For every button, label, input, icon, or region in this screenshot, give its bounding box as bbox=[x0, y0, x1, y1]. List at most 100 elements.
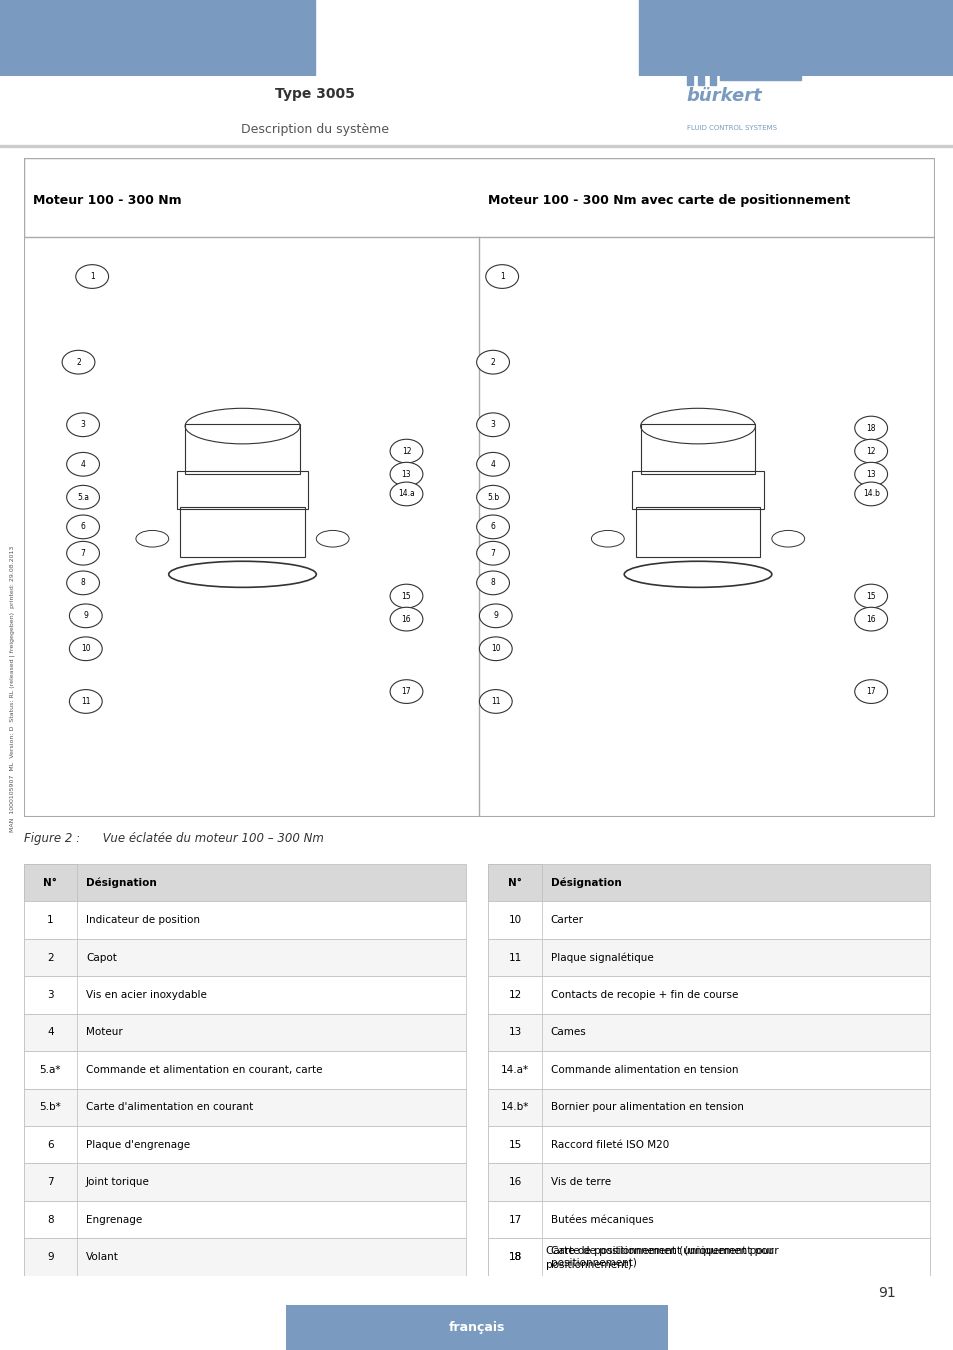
Text: Vis de terre: Vis de terre bbox=[550, 1177, 610, 1187]
Text: Butées mécaniques: Butées mécaniques bbox=[550, 1215, 653, 1224]
Bar bbox=[488, 1164, 929, 1202]
Text: 3: 3 bbox=[47, 990, 53, 1000]
Circle shape bbox=[67, 486, 99, 509]
Text: 17: 17 bbox=[865, 687, 875, 697]
Bar bbox=[24, 938, 77, 976]
Text: 18: 18 bbox=[865, 424, 875, 432]
Bar bbox=[488, 902, 929, 938]
Text: 4: 4 bbox=[47, 1027, 53, 1037]
Text: Moteur 100 - 300 Nm: Moteur 100 - 300 Nm bbox=[33, 194, 181, 208]
Circle shape bbox=[476, 413, 509, 436]
Bar bbox=[488, 1014, 929, 1052]
Circle shape bbox=[476, 486, 509, 509]
Circle shape bbox=[476, 571, 509, 595]
Bar bbox=[488, 1014, 541, 1052]
Circle shape bbox=[67, 452, 99, 477]
Bar bbox=[24, 1126, 77, 1164]
Bar bbox=[686, 74, 692, 85]
Bar bbox=[488, 976, 929, 1014]
Bar bbox=[488, 1164, 541, 1202]
Text: 8: 8 bbox=[47, 1215, 53, 1224]
Text: 7: 7 bbox=[47, 1177, 53, 1187]
Circle shape bbox=[476, 541, 509, 566]
Bar bbox=[24, 864, 77, 902]
Bar bbox=[488, 1088, 929, 1126]
Text: Désignation: Désignation bbox=[86, 878, 156, 888]
Text: 11: 11 bbox=[508, 953, 521, 963]
Text: 12: 12 bbox=[401, 447, 411, 455]
Text: 18: 18 bbox=[508, 1251, 521, 1262]
Text: 4: 4 bbox=[490, 460, 495, 468]
Text: Carte d'alimentation en courant: Carte d'alimentation en courant bbox=[86, 1103, 253, 1112]
Bar bbox=[632, 471, 762, 509]
Text: Carte de positionnement (uniquement pour: Carte de positionnement (uniquement pour bbox=[545, 1246, 773, 1257]
Bar bbox=[24, 976, 77, 1014]
Text: Désignation: Désignation bbox=[550, 878, 620, 888]
Text: 5.b*: 5.b* bbox=[39, 1103, 61, 1112]
Bar bbox=[180, 506, 305, 556]
Text: N°: N° bbox=[44, 878, 57, 888]
Bar bbox=[488, 902, 541, 938]
Text: 14.b: 14.b bbox=[862, 490, 879, 498]
Text: bürkert: bürkert bbox=[686, 88, 761, 105]
Bar bbox=[24, 1238, 465, 1276]
Circle shape bbox=[479, 637, 512, 660]
Text: 8: 8 bbox=[490, 578, 495, 587]
Text: 16: 16 bbox=[401, 614, 411, 624]
Text: Joint torique: Joint torique bbox=[86, 1177, 150, 1187]
Text: 16: 16 bbox=[508, 1177, 521, 1187]
Bar bbox=[24, 1052, 465, 1088]
Text: 4: 4 bbox=[81, 460, 86, 468]
Bar bbox=[488, 1052, 929, 1088]
Circle shape bbox=[390, 482, 422, 506]
Text: 6: 6 bbox=[47, 1139, 53, 1150]
Circle shape bbox=[854, 482, 886, 506]
Text: Engrenage: Engrenage bbox=[86, 1215, 142, 1224]
Circle shape bbox=[70, 603, 102, 628]
Bar bbox=[24, 1202, 465, 1238]
Circle shape bbox=[485, 265, 518, 289]
Circle shape bbox=[854, 416, 886, 440]
Text: Figure 2 :      Vue éclatée du moteur 100 – 300 Nm: Figure 2 : Vue éclatée du moteur 100 – 3… bbox=[24, 832, 323, 845]
Bar bbox=[24, 1202, 77, 1238]
Bar bbox=[709, 74, 715, 85]
Text: Indicateur de position: Indicateur de position bbox=[86, 915, 200, 925]
Text: FLUID CONTROL SYSTEMS: FLUID CONTROL SYSTEMS bbox=[686, 126, 776, 131]
Circle shape bbox=[854, 608, 886, 630]
Bar bbox=[488, 1126, 541, 1164]
Bar bbox=[488, 1052, 541, 1088]
Text: Type 3005: Type 3005 bbox=[274, 88, 355, 101]
Text: Cames: Cames bbox=[550, 1027, 586, 1037]
Bar bbox=[0, 144, 953, 147]
Bar bbox=[24, 1126, 465, 1164]
Text: 13: 13 bbox=[401, 470, 411, 479]
Text: Commande alimentation en tension: Commande alimentation en tension bbox=[550, 1065, 738, 1075]
Bar bbox=[24, 902, 77, 938]
Text: 5.b: 5.b bbox=[486, 493, 498, 502]
Circle shape bbox=[390, 439, 422, 463]
Text: 2: 2 bbox=[47, 953, 53, 963]
Text: 7: 7 bbox=[490, 548, 495, 558]
Circle shape bbox=[75, 265, 109, 289]
Circle shape bbox=[70, 690, 102, 713]
Bar bbox=[24, 1014, 77, 1052]
Text: Vis en acier inoxydable: Vis en acier inoxydable bbox=[86, 990, 207, 1000]
Text: 15: 15 bbox=[401, 591, 411, 601]
Bar bbox=[488, 976, 541, 1014]
Bar bbox=[488, 1238, 541, 1276]
Bar bbox=[640, 424, 755, 474]
Text: 10: 10 bbox=[81, 644, 91, 653]
Circle shape bbox=[62, 350, 94, 374]
Text: 7: 7 bbox=[81, 548, 86, 558]
Text: 9: 9 bbox=[493, 612, 497, 620]
Text: 3: 3 bbox=[490, 420, 495, 429]
Text: 10: 10 bbox=[491, 644, 500, 653]
Bar bbox=[488, 938, 541, 976]
Bar bbox=[24, 1014, 465, 1052]
Circle shape bbox=[67, 413, 99, 436]
Text: 6: 6 bbox=[81, 522, 86, 532]
Circle shape bbox=[476, 350, 509, 374]
Text: MAN  1000105907  ML  Version: D  Status: RL (released | freigegeben)  printed: 2: MAN 1000105907 ML Version: D Status: RL … bbox=[10, 545, 14, 832]
Text: N°: N° bbox=[508, 878, 521, 888]
Text: Description du système: Description du système bbox=[240, 123, 389, 136]
